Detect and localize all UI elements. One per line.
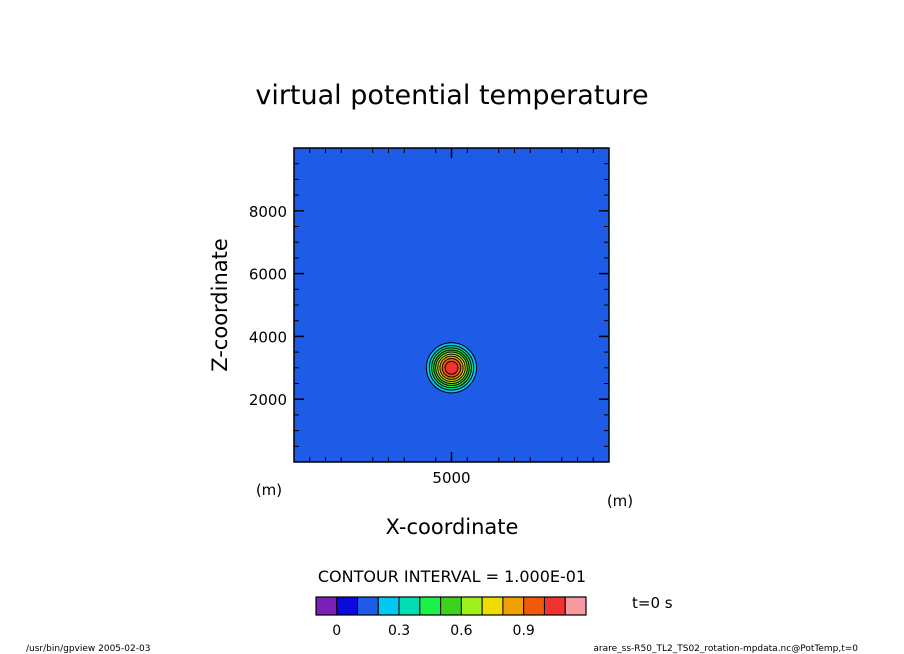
y-tick-label: 4000 [249,328,287,346]
y-tick-label: 8000 [249,203,287,221]
colorbar-tick-label: 0.9 [513,623,535,639]
y-ticks: 2000 4000 6000 8000 [249,203,609,409]
colorbar-swatch [357,596,379,616]
colorbar-swatch [440,596,462,616]
colorbar-swatch [564,596,587,616]
colorbar-swatch [419,596,442,616]
colorbar-swatch [502,596,525,616]
thermal-bubble [425,342,478,394]
colorbar-swatch [523,596,545,616]
colorbar-swatch [543,596,566,616]
contour-interval-text: CONTOUR INTERVAL = 1.000E-01 [318,567,586,586]
y-unit-label: (m) [607,492,633,510]
y-axis-label: Z-coordinate [208,238,232,372]
colorbar-swatch [315,596,338,616]
colorbar-tick-label: 0 [332,623,341,639]
colorbar-tick-label: 0.6 [450,623,472,639]
y-tick-label: 2000 [249,391,287,409]
x-unit-label: (m) [256,481,282,499]
minor-ticks [294,148,609,462]
colorbar-swatch [336,596,359,616]
x-tick-label: 5000 [432,469,470,487]
contour-level-0.9 [444,360,459,375]
footer-right: arare_ss-R50_TL2_TS02_rotation-mpdata.nc… [593,644,858,654]
time-label: t=0 s [632,594,673,612]
colorbar [315,596,587,616]
colorbar-swatch [481,596,504,616]
plot-area: 5000 2000 4000 6000 8000 [249,147,610,487]
footer-left: /usr/bin/gpview 2005-02-03 [26,644,150,654]
colorbar-frame [315,596,587,616]
colorbar-tick-label: 0.3 [388,623,410,639]
plot-background [294,148,609,462]
colorbar-swatch [398,596,421,616]
y-tick-label: 6000 [249,266,287,284]
chart-title: virtual potential temperature [255,80,648,111]
colorbar-swatch [460,596,483,616]
colorbar-swatch [377,596,400,616]
colorbar-labels: 0 0.3 0.6 0.9 [332,623,535,639]
x-axis-label: X-coordinate [386,515,519,539]
x-ticks: 5000 [432,148,471,487]
